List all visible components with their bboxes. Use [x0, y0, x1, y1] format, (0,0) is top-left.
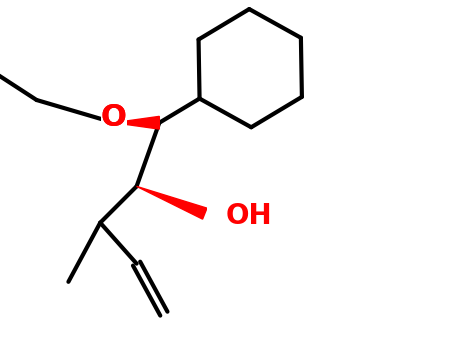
Text: O: O [101, 103, 127, 132]
Text: OH: OH [225, 202, 272, 230]
FancyBboxPatch shape [207, 201, 246, 229]
Polygon shape [114, 116, 159, 129]
FancyBboxPatch shape [101, 102, 126, 134]
Polygon shape [136, 186, 207, 219]
Text: O: O [101, 103, 127, 132]
